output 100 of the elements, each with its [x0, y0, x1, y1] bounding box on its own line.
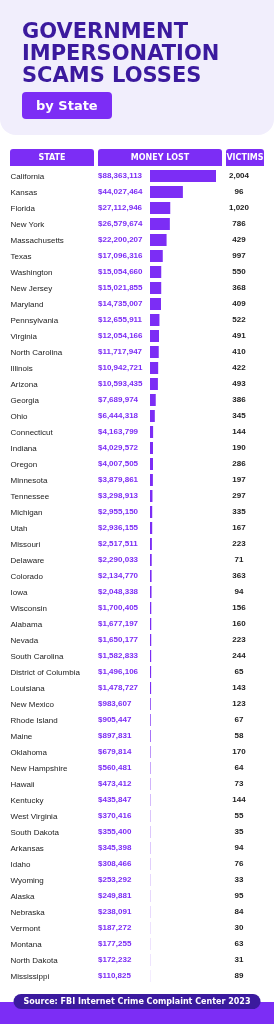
bar: [150, 218, 170, 230]
data-label: $897,831: [98, 731, 132, 740]
bar: [150, 378, 158, 390]
data-label: $905,447: [98, 715, 132, 724]
data-label: 550: [232, 267, 247, 276]
y-tick-label: Virginia: [10, 331, 38, 341]
data-label: 1,020: [228, 203, 250, 212]
y-tick-label: Pennsylvania: [10, 315, 59, 325]
y-tick-label: Idaho: [10, 859, 32, 869]
data-label: 429: [232, 235, 247, 244]
y-tick-label: South Carolina: [10, 651, 64, 661]
data-label: $44,027,464: [98, 187, 144, 196]
bar: [150, 330, 159, 342]
y-tick-label: Hawaii: [10, 779, 35, 789]
data-label: 223: [232, 539, 247, 548]
data-label: $355,400: [98, 827, 132, 836]
y-tick-label: Maryland: [10, 299, 44, 309]
bar: [150, 314, 160, 326]
bar: [150, 506, 153, 518]
bar: [150, 410, 155, 422]
data-label: 2,004: [228, 171, 250, 180]
data-label: 123: [232, 699, 247, 708]
y-tick-label: West Virginia: [10, 811, 58, 821]
data-label: 30: [234, 923, 244, 932]
data-label: $370,416: [98, 811, 132, 820]
data-label: $22,200,207: [98, 235, 144, 244]
data-label: $4,007,505: [98, 459, 139, 468]
data-label: $679,814: [98, 747, 132, 756]
data-label: $983,607: [98, 699, 132, 708]
bar: [150, 442, 154, 454]
y-tick-label: Alaska: [10, 891, 36, 901]
y-tick-label: Illinois: [10, 363, 33, 373]
data-label: $187,272: [98, 923, 132, 932]
data-label: $14,735,007: [98, 299, 144, 308]
chart-subtitle: by State: [22, 92, 112, 119]
y-tick-label: Michigan: [10, 507, 43, 517]
data-label: $2,048,338: [98, 587, 139, 596]
bar: [150, 202, 171, 214]
bar: [150, 346, 159, 358]
data-label: $1,478,727: [98, 683, 139, 692]
y-tick-label: Georgia: [10, 395, 40, 405]
x-axis-title: MONEY LOST: [98, 149, 222, 166]
data-label: $15,021,855: [98, 283, 144, 292]
data-label: 167: [232, 523, 247, 532]
data-label: 410: [232, 347, 247, 356]
data-label: $27,112,946: [98, 203, 143, 212]
bar: [150, 394, 156, 406]
data-label: 997: [232, 251, 247, 260]
y-tick-label: Iowa: [10, 587, 28, 597]
bar: [150, 250, 163, 262]
data-label: 335: [232, 507, 247, 516]
data-label: $1,650,177: [98, 635, 139, 644]
data-label: 67: [234, 715, 244, 724]
data-label: 84: [234, 907, 244, 916]
y-tick-label: Delaware: [10, 555, 45, 565]
data-label: $253,292: [98, 875, 132, 884]
y-tick-label: California: [10, 171, 45, 181]
y-tick-label: Indiana: [10, 443, 38, 453]
data-label: $1,700,405: [98, 603, 139, 612]
data-label: 197: [232, 475, 247, 484]
y-axis-title: STATE: [10, 149, 94, 166]
data-label: 190: [232, 443, 247, 452]
y-tick-label: Nebraska: [10, 907, 46, 917]
data-label: 386: [232, 395, 247, 404]
data-label: $15,054,660: [98, 267, 144, 276]
data-label: 76: [234, 859, 244, 868]
source-note: Source: FBI Internet Crime Complaint Center 2023: [13, 994, 261, 1009]
data-label: 58: [234, 731, 244, 740]
data-label: $3,879,861: [98, 475, 139, 484]
y-tick-label: New Hampshire: [10, 763, 68, 773]
y-tick-label: Wisconsin: [10, 603, 47, 613]
data-label: 71: [234, 555, 244, 564]
y-tick-label: New Mexico: [10, 699, 55, 709]
data-label: $2,936,155: [98, 523, 139, 532]
data-label: $26,579,674: [98, 219, 144, 228]
data-label: 64: [234, 763, 244, 772]
bar: [150, 522, 153, 534]
data-label: $17,096,316: [98, 251, 144, 260]
data-label: $12,655,911: [98, 315, 143, 324]
data-label: 493: [232, 379, 247, 388]
y-tick-label: Arkansas: [10, 843, 44, 853]
data-label: 160: [232, 619, 247, 628]
y-tick-label: Rhode Island: [10, 715, 58, 725]
bar: [150, 266, 162, 278]
data-label: $3,298,913: [98, 491, 139, 500]
y-tick-label: New Jersey: [10, 283, 53, 293]
data-label: 409: [232, 299, 247, 308]
y-tick-label: District of Columbia: [10, 667, 81, 677]
data-label: 89: [234, 971, 244, 980]
y-tick-label: North Dakota: [10, 955, 59, 965]
data-label: 96: [234, 187, 244, 196]
y-tick-label: Missouri: [10, 539, 41, 549]
data-label: 95: [234, 891, 244, 900]
data-label: $7,689,974: [98, 395, 139, 404]
bar: [150, 362, 159, 374]
data-label: $2,517,511: [98, 539, 139, 548]
data-label: 73: [234, 779, 244, 788]
data-label: 63: [234, 939, 244, 948]
y-tick-label: Kentucky: [10, 795, 44, 805]
y-tick-label: Alabama: [10, 619, 43, 629]
